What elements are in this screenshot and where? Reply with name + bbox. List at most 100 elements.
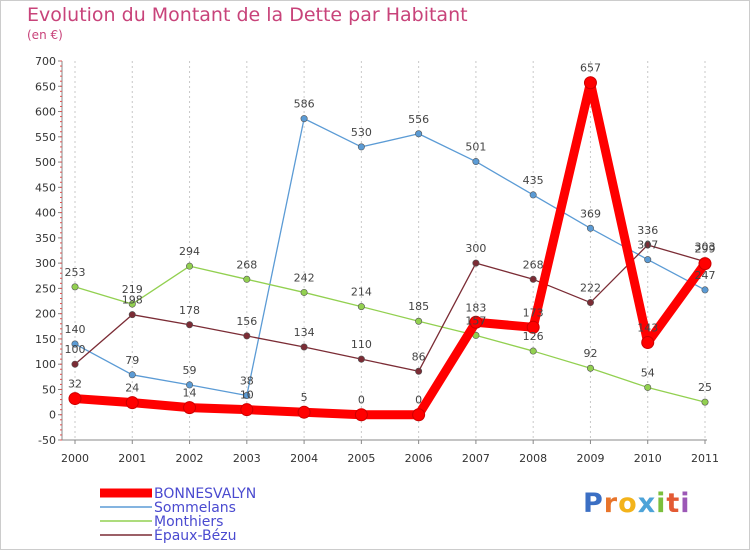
data-point bbox=[300, 288, 308, 296]
x-tick-label: 2002 bbox=[176, 452, 204, 465]
data-point bbox=[243, 392, 251, 400]
data-label: 307 bbox=[637, 239, 658, 252]
data-point bbox=[243, 275, 251, 283]
logo-letter: o bbox=[618, 488, 638, 519]
data-point bbox=[415, 130, 423, 138]
data-label: 222 bbox=[580, 282, 601, 295]
data-label: 79 bbox=[125, 354, 139, 367]
x-tick-label: 2000 bbox=[61, 452, 89, 465]
data-point bbox=[357, 143, 365, 151]
data-point bbox=[71, 340, 79, 348]
data-point bbox=[469, 315, 483, 329]
y-tick-label: 0 bbox=[49, 409, 56, 422]
data-point bbox=[71, 283, 79, 291]
data-point bbox=[586, 299, 594, 307]
x-tick-label: 2006 bbox=[405, 452, 433, 465]
data-point bbox=[644, 383, 652, 391]
data-point bbox=[698, 257, 712, 271]
x-tick-label: 2001 bbox=[118, 452, 146, 465]
data-point bbox=[529, 191, 537, 199]
x-tick-label: 2009 bbox=[576, 452, 604, 465]
y-tick-label: 550 bbox=[35, 131, 56, 144]
chart-title: Evolution du Montant de la Dette par Hab… bbox=[27, 4, 468, 26]
data-label: 303 bbox=[695, 241, 716, 254]
data-label: 530 bbox=[351, 126, 372, 139]
data-point bbox=[357, 355, 365, 363]
logo-letter: P bbox=[583, 488, 604, 519]
data-point bbox=[701, 286, 709, 294]
y-tick-label: 350 bbox=[35, 232, 56, 245]
y-tick-label: 400 bbox=[35, 207, 56, 220]
y-tick-label: -50 bbox=[38, 434, 56, 447]
data-label: 32 bbox=[68, 378, 82, 391]
data-point bbox=[586, 224, 594, 232]
legend-label: BONNESVALYN bbox=[154, 486, 256, 502]
data-label: 247 bbox=[695, 269, 716, 282]
series-line-1 bbox=[74, 117, 706, 397]
data-label: 219 bbox=[122, 283, 143, 296]
data-label: 10 bbox=[240, 389, 254, 402]
x-tick-label: 2003 bbox=[233, 452, 261, 465]
data-label: 586 bbox=[294, 98, 315, 111]
data-label: 336 bbox=[637, 224, 658, 237]
data-label: 25 bbox=[698, 381, 712, 394]
logo-letter: t bbox=[666, 488, 681, 519]
data-point bbox=[186, 321, 194, 329]
x-tick-label: 2008 bbox=[519, 452, 547, 465]
data-label: 134 bbox=[294, 326, 315, 339]
y-tick-label: 100 bbox=[35, 358, 56, 371]
y-axis-unit: (en €) bbox=[27, 28, 63, 42]
data-label: 178 bbox=[179, 304, 200, 317]
series-line-2 bbox=[74, 265, 706, 403]
x-tick-label: 2010 bbox=[634, 452, 662, 465]
x-tick-label: 2004 bbox=[290, 452, 318, 465]
data-label: 92 bbox=[583, 347, 597, 360]
data-point bbox=[300, 343, 308, 351]
data-point bbox=[472, 158, 480, 166]
data-label: 183 bbox=[465, 301, 486, 314]
data-label: 198 bbox=[122, 294, 143, 307]
data-label: 501 bbox=[465, 141, 486, 154]
y-tick-label: 200 bbox=[35, 308, 56, 321]
data-label: 110 bbox=[351, 338, 372, 351]
data-point bbox=[128, 311, 136, 319]
data-point bbox=[186, 381, 194, 389]
data-point bbox=[357, 303, 365, 311]
y-tick-label: 500 bbox=[35, 156, 56, 169]
data-point bbox=[68, 392, 82, 406]
data-point bbox=[415, 317, 423, 325]
data-label: 59 bbox=[183, 364, 197, 377]
data-label: 185 bbox=[408, 300, 429, 313]
data-label: 556 bbox=[408, 113, 429, 126]
data-point bbox=[243, 332, 251, 340]
data-label: 294 bbox=[179, 245, 200, 258]
data-label: 100 bbox=[65, 343, 86, 356]
x-tick-label: 2005 bbox=[347, 452, 375, 465]
data-point bbox=[529, 347, 537, 355]
data-label: 156 bbox=[236, 315, 257, 328]
data-point bbox=[128, 371, 136, 379]
y-tick-label: 450 bbox=[35, 181, 56, 194]
data-label: 38 bbox=[240, 375, 254, 388]
data-point bbox=[128, 300, 136, 308]
data-point bbox=[644, 256, 652, 264]
series-line-0 bbox=[70, 78, 710, 420]
logo-letter: r bbox=[603, 488, 619, 519]
data-label: 0 bbox=[358, 394, 365, 407]
data-point bbox=[71, 360, 79, 368]
y-tick-label: 700 bbox=[35, 55, 56, 68]
data-label: 0 bbox=[415, 394, 422, 407]
data-label: 300 bbox=[465, 242, 486, 255]
data-point bbox=[586, 364, 594, 372]
data-label: 268 bbox=[236, 258, 257, 271]
data-label: 54 bbox=[641, 366, 655, 379]
data-point bbox=[415, 367, 423, 375]
data-label: 657 bbox=[580, 62, 601, 75]
data-label: 253 bbox=[65, 266, 86, 279]
data-label: 5 bbox=[301, 391, 308, 404]
x-tick-label: 2011 bbox=[691, 452, 719, 465]
data-point bbox=[183, 401, 197, 415]
data-label: 143 bbox=[637, 321, 658, 334]
data-point bbox=[472, 259, 480, 267]
